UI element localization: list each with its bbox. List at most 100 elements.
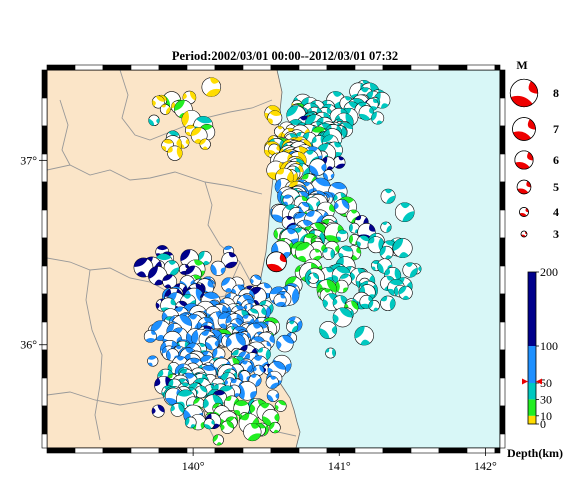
focal-mechanism	[368, 300, 380, 312]
focal-mechanism-quadrant	[152, 95, 165, 107]
focal-mechanism	[265, 375, 279, 389]
focal-mechanism-quadrant	[324, 224, 345, 243]
frame-segment	[466, 447, 496, 454]
focal-mechanism-quadrant	[387, 279, 404, 296]
focal-mechanism-quadrant	[288, 316, 303, 332]
frame-segment	[46, 447, 76, 454]
frame-segment	[499, 181, 506, 211]
focal-mechanism-quadrant	[319, 325, 337, 339]
frame-segment	[214, 447, 244, 454]
focal-mechanism-quadrant	[356, 235, 370, 248]
focal-mechanism	[170, 403, 185, 417]
frame-segment	[499, 153, 506, 183]
focal-mechanism	[334, 199, 350, 215]
frame-segment	[499, 321, 506, 351]
focal-mechanism-outline	[516, 179, 532, 195]
focal-mechanism-quadrant	[191, 127, 203, 144]
focal-mechanism	[307, 272, 319, 284]
frame-segment	[382, 447, 412, 454]
depth-scale-band	[528, 399, 536, 416]
focal-mechanism	[322, 247, 335, 261]
focal-mechanism	[402, 262, 418, 278]
frame-segment	[270, 447, 300, 454]
frame-segment	[410, 64, 440, 71]
focal-mechanism-quadrant	[167, 146, 183, 159]
focal-mechanism-quadrant	[205, 340, 219, 350]
focal-mechanism-quadrant	[269, 286, 284, 305]
frame-segment	[186, 447, 216, 454]
magnitude-legend-label: 4	[553, 205, 559, 219]
focal-mechanism-quadrant	[515, 152, 534, 170]
focal-mechanism-quadrant	[295, 242, 311, 262]
focal-mechanism-quadrant	[220, 420, 234, 431]
frame-segment	[41, 433, 48, 449]
frame-segment	[499, 69, 506, 99]
focal-mechanism	[221, 251, 238, 269]
depth-tick-label: 50	[540, 376, 552, 390]
depth-marker-left	[522, 378, 528, 385]
focal-mechanism-quadrant	[226, 333, 246, 348]
focal-mechanism-quadrant	[322, 134, 334, 151]
focal-mechanism	[268, 143, 281, 156]
focal-mechanism-outline	[509, 78, 539, 108]
focal-mechanism-quadrant	[165, 389, 182, 405]
focal-mechanism-quadrant	[147, 355, 157, 367]
focal-mechanism-quadrant	[185, 125, 195, 136]
frame-segment	[41, 265, 48, 295]
focal-mechanism	[237, 381, 258, 401]
focal-mechanism-outline	[519, 207, 529, 217]
focal-mechanism-quadrant	[322, 247, 335, 259]
frame-segment	[41, 349, 48, 379]
focal-mechanism	[143, 329, 157, 343]
focal-mechanism-quadrant	[168, 260, 180, 276]
focal-mechanism-quadrant	[225, 416, 235, 429]
map-frame	[39, 64, 506, 456]
focal-mechanism-quadrant	[521, 231, 527, 237]
focal-mechanism-quadrant	[257, 347, 271, 360]
focal-mechanism-quadrant	[148, 118, 160, 126]
focal-mechanism-quadrant	[294, 212, 306, 228]
focal-mechanism-quadrant	[335, 281, 348, 293]
focal-mechanism-quadrant	[371, 111, 383, 125]
frame-segment	[499, 125, 506, 155]
focal-mechanism-quadrant	[267, 162, 286, 180]
focal-mechanism-quadrant	[152, 404, 165, 415]
focal-mechanism-quadrant	[199, 138, 208, 150]
focal-mechanism-quadrant	[377, 262, 392, 274]
focal-mechanism-quadrant	[405, 262, 418, 278]
focal-mechanism-quadrant	[380, 246, 392, 260]
magnitude-legend-ball	[516, 179, 532, 195]
earthquake-layer	[133, 77, 422, 446]
focal-mechanism-quadrant	[302, 132, 315, 147]
focal-mechanism	[250, 274, 262, 286]
frame-segment	[499, 265, 506, 295]
focal-mechanism	[354, 325, 374, 346]
focal-mechanism	[338, 245, 354, 261]
focal-mechanism-quadrant	[333, 295, 348, 306]
depth-tick-label: 30	[540, 392, 552, 406]
frame-segment	[499, 405, 506, 435]
focal-mechanism-quadrant	[382, 221, 392, 233]
magnitude-legend-ball	[509, 78, 539, 108]
frame-segment	[41, 125, 48, 155]
focal-mechanism-quadrant	[393, 238, 409, 258]
focal-mechanism-quadrant	[241, 360, 253, 374]
depth-tick-label: 10	[540, 409, 552, 423]
focal-mechanism	[367, 236, 385, 254]
focal-mechanism	[147, 355, 159, 367]
magnitude-legend: M 8 7 6 5 4 3	[509, 58, 559, 241]
frame-segment	[438, 64, 468, 71]
focal-mechanism-quadrant	[368, 300, 379, 312]
focal-mechanism	[262, 409, 280, 427]
focal-mechanism-quadrant	[325, 348, 336, 357]
focal-mechanism	[282, 194, 294, 206]
focal-mechanism	[332, 307, 353, 328]
focal-mechanism	[358, 105, 374, 121]
focal-mechanism	[273, 293, 287, 307]
focal-mechanism-quadrant	[194, 385, 207, 396]
focal-mechanism	[356, 235, 371, 250]
frame-segment	[102, 64, 132, 71]
focal-mechanism	[199, 138, 211, 150]
focal-mechanism-quadrant	[359, 107, 374, 121]
focal-mechanism-quadrant	[233, 400, 249, 417]
